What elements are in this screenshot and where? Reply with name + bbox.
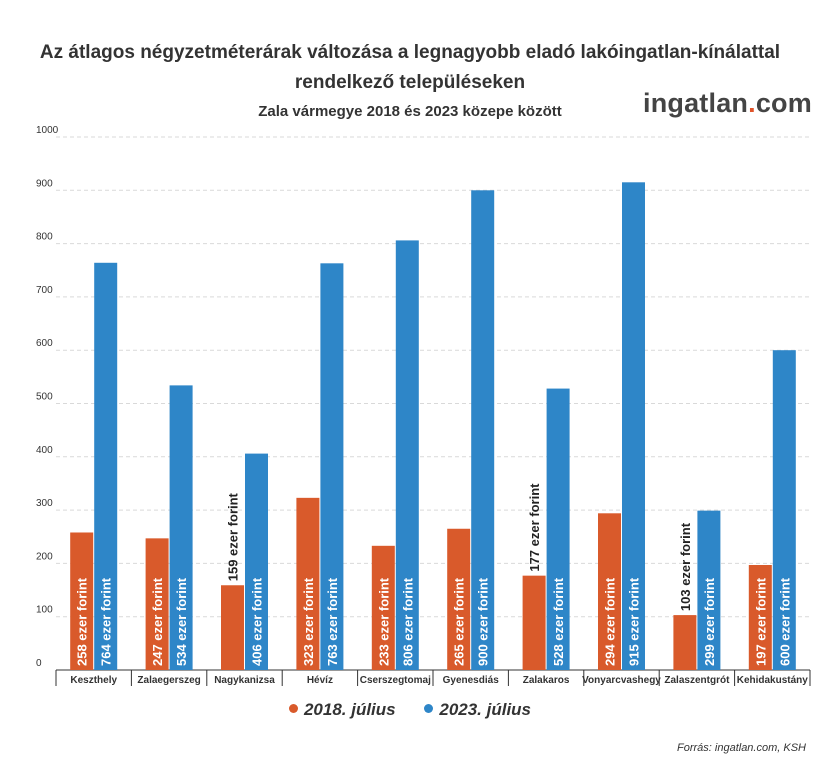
data-label: 764 ezer forint (99, 577, 114, 666)
data-label: 806 ezer forint (400, 577, 415, 666)
bar-2023 (471, 190, 495, 671)
chart-title-line-2: rendelkező településeken (294, 72, 526, 93)
bar-2018 (70, 532, 94, 670)
bar-2023 (622, 182, 645, 670)
chart-title-line-1: Az átlagos négyzetméterárak változása a … (39, 42, 781, 63)
x-tick-label: Hévíz (307, 675, 333, 686)
y-tick-label-500: 500 (36, 392, 53, 403)
ingatlan-logo: ingatlan.com (643, 88, 812, 119)
x-tick-label: Zalaszentgrót (664, 675, 730, 686)
legend-swatch-2023 (424, 704, 434, 713)
bar-2023 (546, 388, 570, 670)
data-label: 323 ezer forint (301, 577, 316, 666)
data-label: 159 ezer forint (226, 492, 241, 581)
data-label: 534 ezer forint (174, 577, 189, 666)
data-label: 600 ezer forint (777, 577, 792, 666)
logo-dot: . (748, 88, 756, 118)
x-tick-label: Zalakaros (523, 675, 570, 686)
logo-name: ingatlan (643, 88, 749, 118)
chart-legend: 2018. július 2023. július (0, 700, 820, 720)
data-label: 258 ezer forint (75, 577, 90, 666)
bar-2018 (371, 545, 395, 670)
x-tick-label: Zalaegerszeg (137, 675, 200, 686)
y-tick-label-300: 300 (36, 498, 53, 509)
y-tick-label-1000: 1000 (36, 125, 59, 136)
bar-2023 (245, 453, 268, 670)
legend-label-2018: 2018. július (303, 700, 396, 719)
bar-2023 (697, 510, 721, 670)
y-tick-label-400: 400 (36, 445, 53, 456)
bar-2023 (320, 263, 344, 670)
y-tick-label-700: 700 (36, 285, 53, 296)
bar-2018 (447, 528, 471, 670)
data-label: 197 ezer forint (753, 577, 768, 666)
y-tick-label-600: 600 (36, 338, 53, 349)
y-tick-label-900: 900 (36, 178, 53, 189)
x-tick-label: Gyenesdiás (443, 675, 500, 686)
y-tick-label-100: 100 (36, 605, 53, 616)
data-label: 900 ezer forint (476, 577, 491, 666)
legend-item-2018: 2018. július (288, 700, 396, 720)
x-tick-label: Kehidakustány (737, 675, 809, 686)
y-tick-label-200: 200 (36, 551, 53, 562)
data-label: 177 ezer forint (527, 483, 542, 572)
bar-2023 (772, 350, 796, 670)
data-label: 299 ezer forint (702, 577, 717, 666)
chart-subtitle: Zala vármegye 2018 és 2023 közepe között (258, 103, 562, 120)
x-tick-label: Nagykanizsa (214, 675, 275, 686)
data-label: 406 ezer forint (250, 577, 265, 666)
x-tick-label: Cserszegtomaj (360, 675, 431, 686)
legend-swatch-2018 (288, 704, 298, 713)
bar-2023 (395, 240, 419, 671)
bar-2023 (169, 385, 193, 670)
data-label: 528 ezer forint (551, 577, 566, 666)
data-label: 265 ezer forint (452, 577, 467, 666)
bar-2018 (673, 615, 697, 670)
data-label: 915 ezer forint (627, 577, 642, 666)
x-tick-label: Keszthely (70, 675, 117, 686)
y-tick-label-800: 800 (36, 232, 53, 243)
bar-2018 (145, 538, 169, 670)
bar-2018 (748, 564, 772, 670)
bar-2018 (522, 575, 546, 670)
data-label: 233 ezer forint (376, 577, 391, 666)
legend-label-2023: 2023. július (439, 700, 532, 719)
data-label: 763 ezer forint (325, 577, 340, 666)
bar-2023 (94, 262, 118, 670)
data-label: 247 ezer forint (150, 577, 165, 666)
data-label: 103 ezer forint (678, 522, 693, 611)
logo-suffix: com (755, 88, 812, 118)
bar-2018 (598, 513, 621, 670)
data-label: 294 ezer forint (603, 577, 618, 666)
source-note: Forrás: ingatlan.com, KSH (677, 742, 806, 754)
y-tick-label-0: 0 (36, 658, 42, 669)
legend-item-2023: 2023. július (424, 700, 531, 720)
bar-2018 (296, 497, 320, 670)
chart-title: Az átlagos négyzetméterárak változása a … (20, 38, 800, 98)
x-tick-label: Vonyarcvashegy (582, 675, 661, 686)
bar-2018 (221, 585, 244, 670)
